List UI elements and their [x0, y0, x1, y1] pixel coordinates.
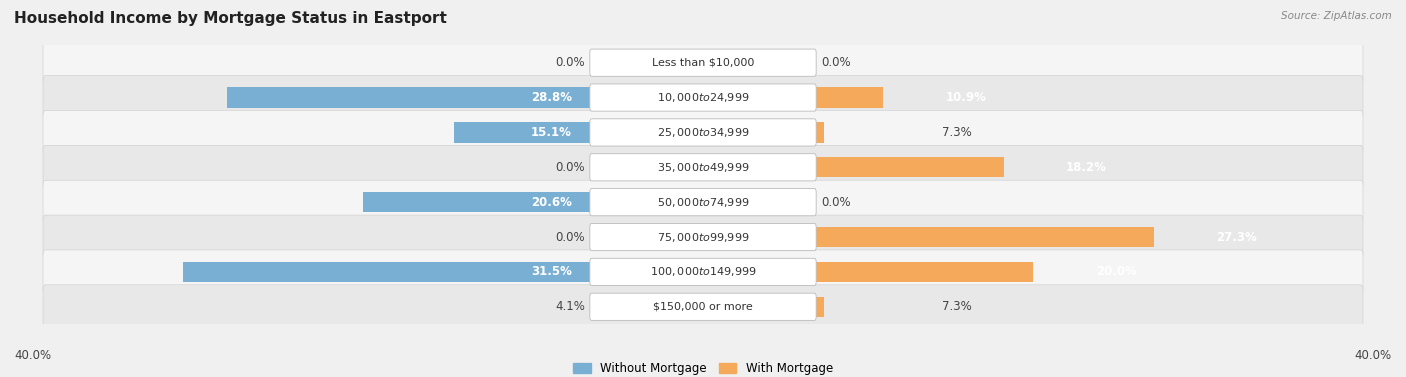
- Bar: [703, 87, 883, 108]
- Text: $25,000 to $34,999: $25,000 to $34,999: [657, 126, 749, 139]
- Text: $35,000 to $49,999: $35,000 to $49,999: [657, 161, 749, 174]
- Text: 0.0%: 0.0%: [821, 196, 851, 208]
- Legend: Without Mortgage, With Mortgage: Without Mortgage, With Mortgage: [568, 357, 838, 377]
- FancyBboxPatch shape: [44, 75, 1362, 120]
- Text: Source: ZipAtlas.com: Source: ZipAtlas.com: [1281, 11, 1392, 21]
- Bar: [703, 227, 1154, 247]
- FancyBboxPatch shape: [44, 215, 1362, 259]
- FancyBboxPatch shape: [591, 258, 815, 285]
- Bar: [183, 262, 703, 282]
- Text: 0.0%: 0.0%: [555, 161, 585, 174]
- FancyBboxPatch shape: [44, 110, 1362, 155]
- FancyBboxPatch shape: [44, 250, 1362, 294]
- Text: Less than $10,000: Less than $10,000: [652, 58, 754, 68]
- Text: 20.0%: 20.0%: [1095, 265, 1136, 278]
- Bar: [703, 122, 824, 143]
- Bar: [363, 192, 703, 212]
- Text: 28.8%: 28.8%: [530, 91, 572, 104]
- Text: 18.2%: 18.2%: [1066, 161, 1107, 174]
- Text: 40.0%: 40.0%: [14, 349, 51, 362]
- Text: 15.1%: 15.1%: [531, 126, 572, 139]
- Text: 0.0%: 0.0%: [821, 56, 851, 69]
- FancyBboxPatch shape: [591, 119, 815, 146]
- Bar: [636, 297, 703, 317]
- Text: Household Income by Mortgage Status in Eastport: Household Income by Mortgage Status in E…: [14, 11, 447, 26]
- Text: 27.3%: 27.3%: [1216, 231, 1257, 244]
- FancyBboxPatch shape: [44, 285, 1362, 329]
- Bar: [228, 87, 703, 108]
- Text: 0.0%: 0.0%: [555, 231, 585, 244]
- FancyBboxPatch shape: [44, 180, 1362, 224]
- Text: $50,000 to $74,999: $50,000 to $74,999: [657, 196, 749, 208]
- FancyBboxPatch shape: [591, 224, 815, 251]
- FancyBboxPatch shape: [44, 41, 1362, 85]
- Bar: [703, 297, 824, 317]
- Bar: [454, 122, 703, 143]
- Text: $150,000 or more: $150,000 or more: [654, 302, 752, 312]
- Text: 0.0%: 0.0%: [555, 56, 585, 69]
- Text: 40.0%: 40.0%: [1355, 349, 1392, 362]
- Bar: [703, 157, 1004, 178]
- Bar: [703, 262, 1033, 282]
- FancyBboxPatch shape: [591, 293, 815, 320]
- Text: 7.3%: 7.3%: [942, 300, 972, 313]
- Text: $75,000 to $99,999: $75,000 to $99,999: [657, 231, 749, 244]
- Text: 7.3%: 7.3%: [942, 126, 972, 139]
- FancyBboxPatch shape: [591, 154, 815, 181]
- FancyBboxPatch shape: [591, 84, 815, 111]
- FancyBboxPatch shape: [591, 188, 815, 216]
- Text: 10.9%: 10.9%: [945, 91, 987, 104]
- Text: 31.5%: 31.5%: [531, 265, 572, 278]
- Text: $10,000 to $24,999: $10,000 to $24,999: [657, 91, 749, 104]
- Text: 4.1%: 4.1%: [555, 300, 585, 313]
- FancyBboxPatch shape: [591, 49, 815, 76]
- Text: $100,000 to $149,999: $100,000 to $149,999: [650, 265, 756, 278]
- FancyBboxPatch shape: [44, 145, 1362, 189]
- Text: 20.6%: 20.6%: [531, 196, 572, 208]
